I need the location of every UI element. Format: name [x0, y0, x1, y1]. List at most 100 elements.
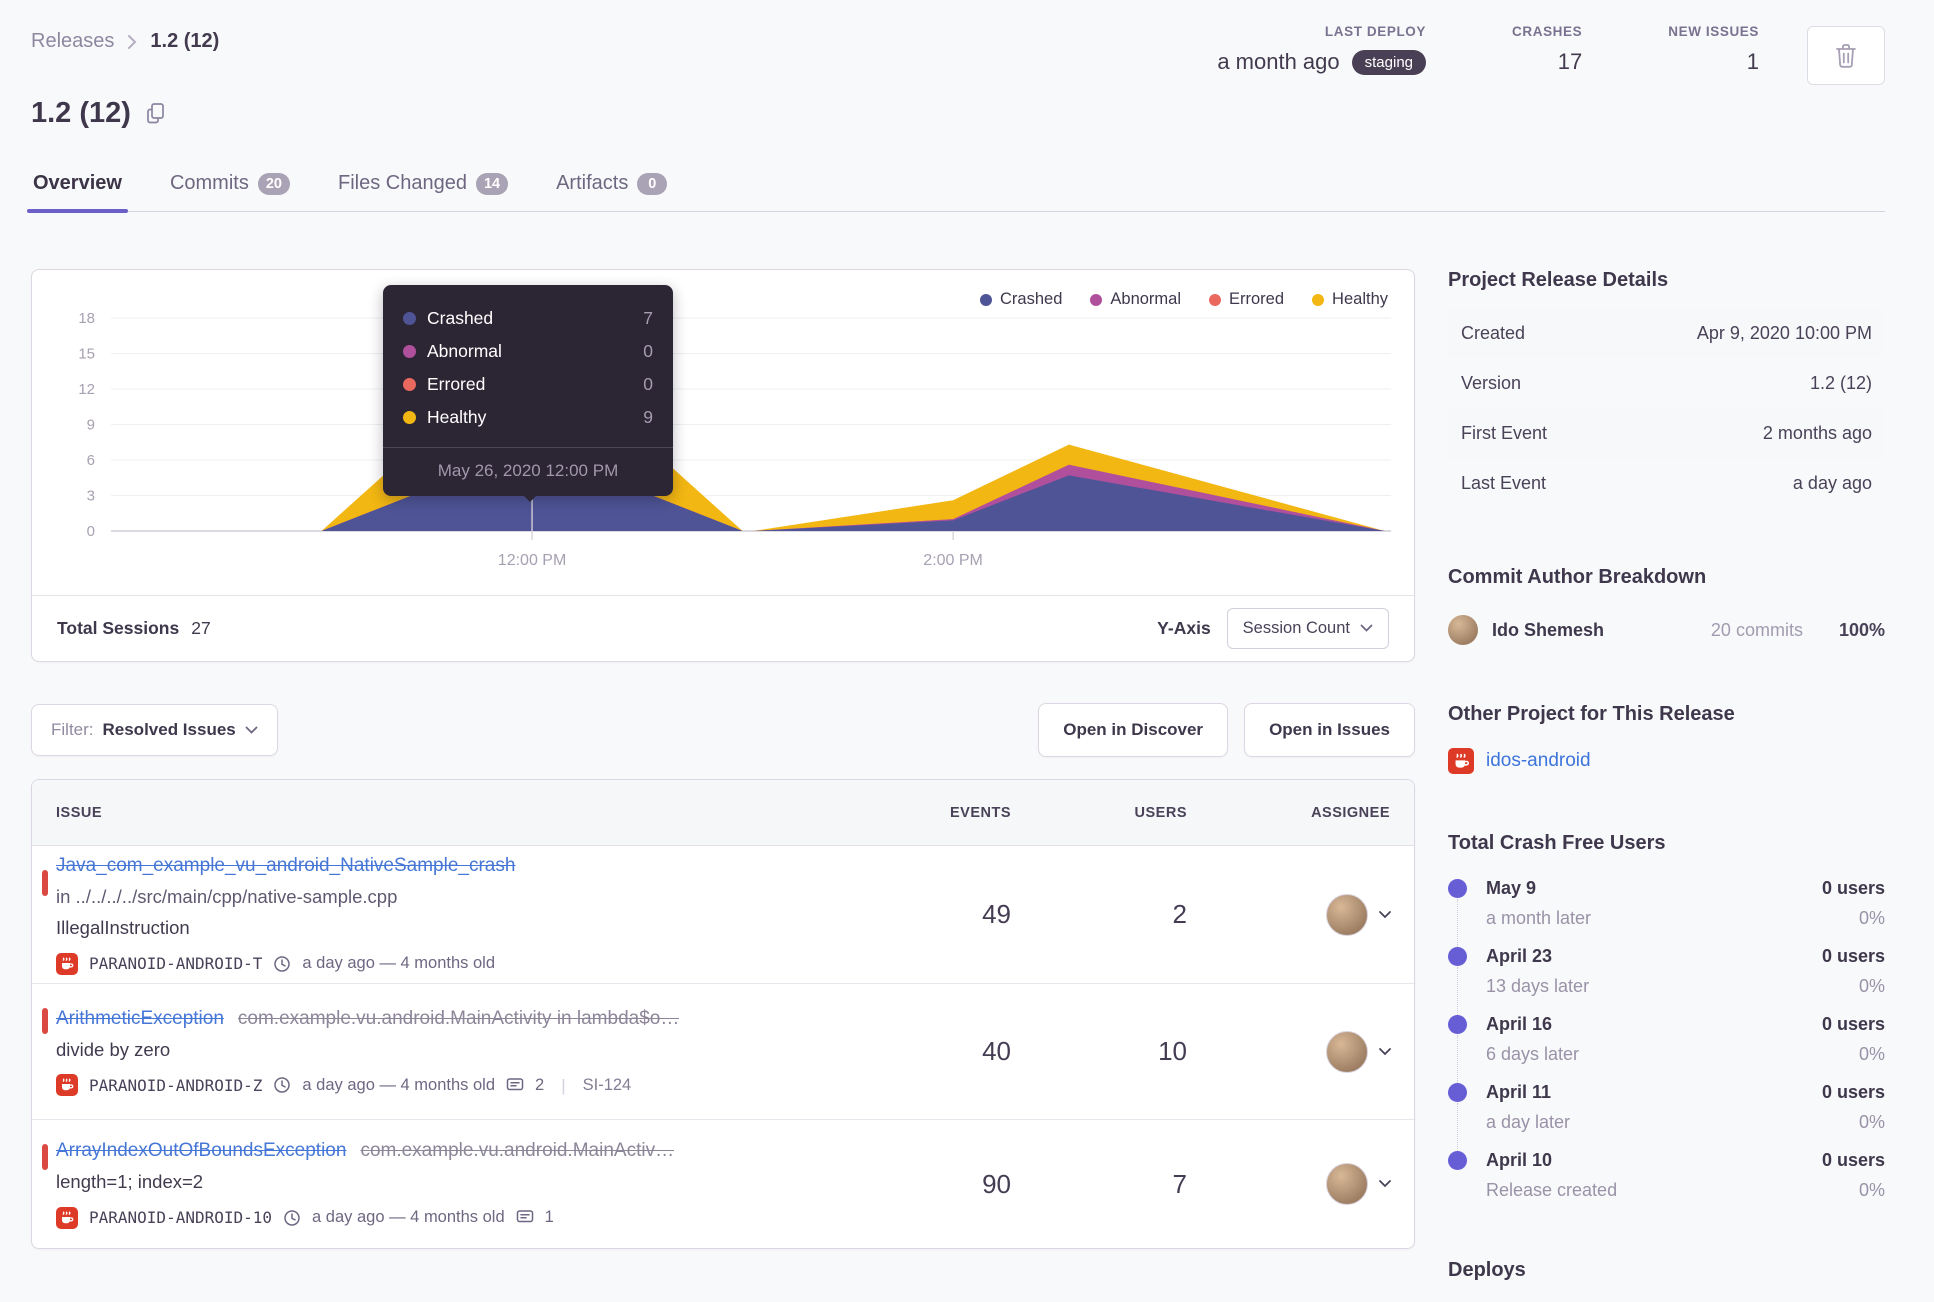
- open-in-issues-button[interactable]: Open in Issues: [1244, 703, 1415, 757]
- author-commit-count: 20 commits: [1710, 619, 1803, 640]
- events-count: 49: [982, 899, 1011, 929]
- assignee-avatar[interactable]: [1326, 1163, 1368, 1205]
- timeline-sublabel: a day later: [1486, 1112, 1571, 1132]
- chevron-right-icon: [126, 33, 138, 51]
- col-users[interactable]: USERS: [1134, 804, 1187, 821]
- timeline-users: 0 users: [1821, 878, 1885, 898]
- chevron-down-icon[interactable]: [1378, 910, 1392, 920]
- errored-dot-icon: [403, 378, 416, 391]
- y-axis-label: Y-Axis: [1157, 618, 1211, 638]
- timeline-connector: [1457, 967, 1458, 1017]
- timeline-connector: [1457, 1035, 1458, 1085]
- issue-title-link[interactable]: ArithmeticException: [56, 1007, 224, 1029]
- timeline-users: 0 users: [1821, 1014, 1885, 1034]
- users-count: 7: [1172, 1168, 1187, 1199]
- detail-row-version: Version 1.2 (12): [1448, 358, 1885, 408]
- assignee-cell: [1211, 984, 1414, 1119]
- deploys-title: Deploys: [1448, 1259, 1526, 1281]
- clock-icon: [283, 1209, 301, 1227]
- tab-overview[interactable]: Overview: [27, 162, 128, 213]
- total-sessions-label: Total Sessions: [57, 618, 180, 638]
- tab-files-changed[interactable]: Files Changed 14: [336, 162, 510, 211]
- timeline-date: April 11: [1486, 1082, 1552, 1102]
- col-events[interactable]: EVENTS: [949, 804, 1011, 821]
- project-slug[interactable]: PARANOID-ANDROID-Z: [89, 1075, 263, 1095]
- legend-healthy-label: Healthy: [1332, 290, 1388, 308]
- legend-abnormal[interactable]: Abnormal: [1090, 290, 1181, 309]
- issue-message: IllegalInstruction: [56, 917, 190, 938]
- issues-table: ISSUE EVENTS USERS ASSIGNEE Java_com_exa…: [31, 779, 1415, 1249]
- tab-commits-badge: 20: [257, 172, 290, 195]
- author-percent: 100%: [1838, 619, 1885, 640]
- issue-row: ArrayIndexOutOfBoundsException com.examp…: [32, 1120, 1414, 1248]
- svg-text:2:00 PM: 2:00 PM: [923, 552, 983, 569]
- users-count: 2: [1172, 899, 1187, 929]
- java-project-icon: [56, 1206, 78, 1229]
- assignee-avatar[interactable]: [1326, 893, 1368, 936]
- project-slug[interactable]: PARANOID-ANDROID-10: [89, 1208, 273, 1227]
- unhandled-indicator: [42, 1144, 48, 1170]
- timeline-users: 0 users: [1821, 946, 1885, 966]
- detail-row-created: Created Apr 9, 2020 10:00 PM: [1448, 308, 1885, 358]
- project-slug[interactable]: PARANOID-ANDROID-T: [89, 954, 263, 973]
- tooltip-errored-label: Errored: [427, 374, 486, 394]
- java-project-icon: [1448, 748, 1474, 774]
- clock-icon: [273, 1076, 291, 1094]
- sessions-chart-card: 0 3 6 9 12 15 18 12:00 PM 2:00 PM Crashed Abnorm…: [31, 269, 1415, 662]
- tooltip-crashed-value: 7: [643, 308, 653, 328]
- detail-value: 1.2 (12): [1809, 372, 1872, 393]
- issue-row: ArithmeticException com.example.vu.andro…: [32, 984, 1414, 1120]
- issue-location: in ../../../../src/main/cpp/native-sampl…: [56, 886, 398, 907]
- delete-release-button[interactable]: [1807, 26, 1885, 85]
- total-sessions-value: 27: [191, 618, 211, 638]
- commit-author-breakdown-title: Commit Author Breakdown: [1448, 566, 1707, 588]
- timeline-item: May 9 a month later 0 users 0%: [1448, 877, 1885, 949]
- tab-commits[interactable]: Commits 20: [168, 162, 292, 211]
- chevron-down-icon[interactable]: [1378, 1179, 1392, 1189]
- issue-title-link[interactable]: ArrayIndexOutOfBoundsException: [56, 1140, 347, 1161]
- assignee-avatar[interactable]: [1326, 1030, 1368, 1073]
- svg-text:18: 18: [78, 310, 95, 327]
- comments-count: 2: [535, 1075, 545, 1094]
- copy-icon[interactable]: [145, 102, 166, 125]
- issue-title-link[interactable]: Java_com_example_vu_android_NativeSample…: [56, 855, 516, 876]
- breadcrumb-releases-link[interactable]: Releases: [31, 30, 115, 52]
- tab-files-changed-badge: 14: [475, 172, 509, 195]
- issue-message: length=1; index=2: [56, 1171, 204, 1192]
- timeline-users: 0 users: [1821, 1150, 1885, 1170]
- divider: |: [561, 1075, 566, 1095]
- issues-table-header: ISSUE EVENTS USERS ASSIGNEE: [32, 780, 1414, 846]
- events-count: 40: [982, 1036, 1011, 1066]
- chevron-down-icon[interactable]: [1378, 1047, 1392, 1057]
- tooltip-healthy-label: Healthy: [427, 407, 487, 427]
- tooltip-row-crashed: Crashed 7: [403, 302, 653, 335]
- issue-annotation[interactable]: SI-124: [582, 1075, 632, 1094]
- legend-errored[interactable]: Errored: [1209, 290, 1284, 309]
- crash-free-users-title: Total Crash Free Users: [1448, 832, 1666, 854]
- tooltip-healthy-value: 9: [643, 407, 653, 427]
- tab-artifacts[interactable]: Artifacts 0: [554, 162, 669, 211]
- stat-new-issues: NEW ISSUES 1: [1668, 24, 1759, 75]
- open-in-discover-button[interactable]: Open in Discover: [1038, 703, 1229, 757]
- other-project-link[interactable]: idos-android: [1486, 750, 1591, 771]
- timeline-connector: [1457, 899, 1458, 949]
- y-axis-selected-value: Session Count: [1242, 619, 1350, 637]
- timeline-date: April 23: [1486, 946, 1553, 966]
- detail-value: 2 months ago: [1762, 422, 1872, 443]
- svg-text:12:00 PM: 12:00 PM: [498, 552, 566, 569]
- legend-crashed[interactable]: Crashed: [980, 290, 1062, 309]
- legend-healthy[interactable]: Healthy: [1312, 290, 1388, 309]
- users-count: 10: [1158, 1036, 1187, 1066]
- issues-filter-dropdown[interactable]: Filter: Resolved Issues: [31, 704, 278, 756]
- other-project-title: Other Project for This Release: [1448, 703, 1735, 725]
- tooltip-crashed-label: Crashed: [427, 308, 494, 328]
- timeline-dot-icon: [1448, 1083, 1467, 1102]
- crash-free-timeline: May 9 a month later 0 users 0% April 23 …: [1448, 877, 1885, 1217]
- stat-crashes: CRASHES 17: [1512, 24, 1582, 75]
- y-axis-select[interactable]: Session Count: [1226, 608, 1389, 649]
- abnormal-dot-icon: [1090, 293, 1103, 306]
- chart-footer: Total Sessions 27 Y-Axis Session Count: [32, 595, 1414, 661]
- tab-overview-label: Overview: [33, 172, 122, 194]
- issue-age: a day ago — 4 months old: [302, 954, 496, 972]
- last-deploy-label: LAST DEPLOY: [1324, 24, 1427, 39]
